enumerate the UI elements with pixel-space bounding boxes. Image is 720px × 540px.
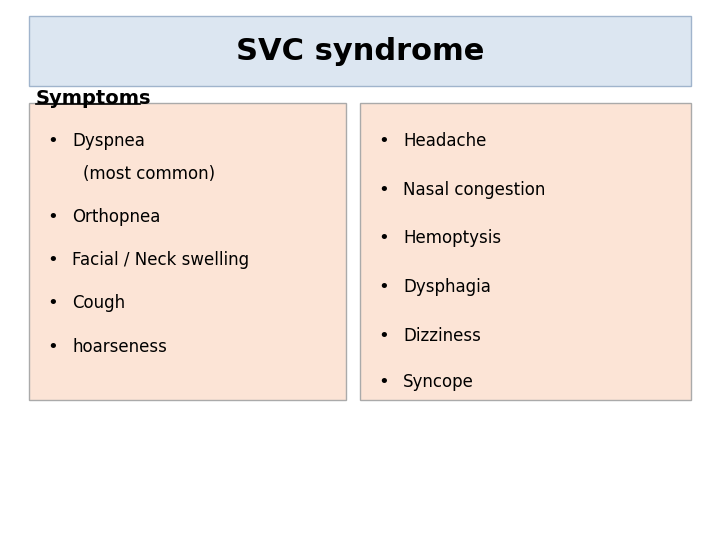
Text: •: • bbox=[378, 132, 389, 150]
Text: SVC syndrome: SVC syndrome bbox=[236, 37, 484, 66]
Text: Dysphagia: Dysphagia bbox=[403, 278, 491, 296]
Text: Symptoms: Symptoms bbox=[36, 89, 151, 108]
Text: •: • bbox=[378, 373, 389, 390]
Text: •: • bbox=[378, 230, 389, 247]
Text: Headache: Headache bbox=[403, 132, 487, 150]
FancyBboxPatch shape bbox=[29, 103, 346, 400]
Text: •: • bbox=[378, 327, 389, 345]
Text: •: • bbox=[47, 294, 58, 312]
Text: •: • bbox=[47, 251, 58, 269]
Text: Cough: Cough bbox=[72, 294, 125, 312]
Text: Orthopnea: Orthopnea bbox=[72, 208, 161, 226]
FancyBboxPatch shape bbox=[29, 16, 691, 86]
Text: •: • bbox=[47, 338, 58, 355]
Text: (most common): (most common) bbox=[83, 165, 215, 183]
Text: •: • bbox=[47, 132, 58, 150]
Text: hoarseness: hoarseness bbox=[72, 338, 167, 355]
Text: Dyspnea: Dyspnea bbox=[72, 132, 145, 150]
Text: •: • bbox=[378, 181, 389, 199]
Text: Syncope: Syncope bbox=[403, 373, 474, 390]
Text: Hemoptysis: Hemoptysis bbox=[403, 230, 501, 247]
Text: •: • bbox=[47, 208, 58, 226]
Text: Facial / Neck swelling: Facial / Neck swelling bbox=[72, 251, 249, 269]
Text: Dizziness: Dizziness bbox=[403, 327, 481, 345]
Text: Nasal congestion: Nasal congestion bbox=[403, 181, 546, 199]
FancyBboxPatch shape bbox=[360, 103, 691, 400]
Text: •: • bbox=[378, 278, 389, 296]
